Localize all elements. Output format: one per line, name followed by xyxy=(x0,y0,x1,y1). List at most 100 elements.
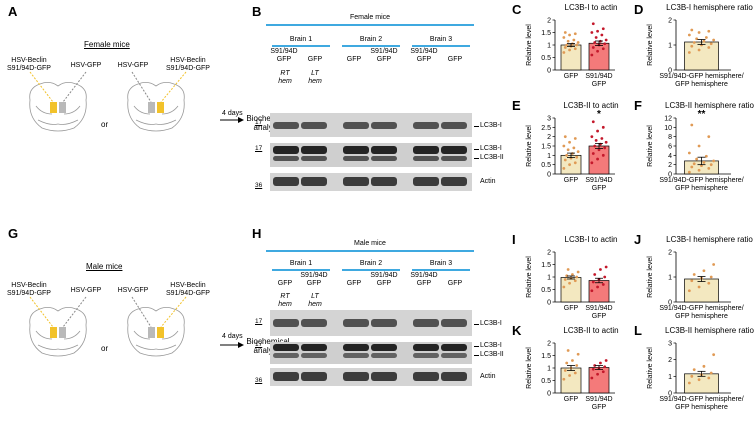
blot-band xyxy=(371,353,397,358)
data-point xyxy=(576,352,580,356)
striatum-left-icon xyxy=(50,102,57,113)
data-point xyxy=(591,280,595,284)
data-point xyxy=(604,359,608,362)
y-tick-label: 0.5 xyxy=(541,287,551,294)
blot-band xyxy=(441,319,467,327)
blot-b-brain3-lane1: S91/94D GFP xyxy=(410,48,438,63)
blot-h-brain2-rule xyxy=(342,269,400,271)
schematic-g-brain2-left-label: HSV-GFP xyxy=(117,287,149,294)
schematic-a-brain2-right-label: HSV-Beclin S91/94D-GFP xyxy=(166,57,210,72)
striatum-right-icon xyxy=(157,102,164,113)
axis-label-y: Relative level xyxy=(647,24,654,66)
y-tick-label: 0.5 xyxy=(541,55,551,62)
data-point xyxy=(568,48,571,52)
data-point xyxy=(692,273,696,276)
needle-left-icon xyxy=(131,296,152,328)
category-label: GFP xyxy=(564,396,579,403)
category-label: S91/94D-GFP hemisphere/ xyxy=(659,177,743,184)
blot-h-hem-lt: LT hem xyxy=(308,293,322,308)
y-tick-label: 1.5 xyxy=(541,30,551,37)
chart-title: LC3B-II hemisphere ratio xyxy=(665,101,754,110)
blot-band xyxy=(441,177,467,186)
blot-b-hem-rt: RT hem xyxy=(278,70,292,85)
blot-band xyxy=(273,353,299,358)
data-point xyxy=(593,41,597,44)
blot-band xyxy=(273,344,299,351)
blot-band xyxy=(343,319,369,327)
data-point xyxy=(697,285,701,289)
blot-band xyxy=(343,344,369,351)
data-point xyxy=(593,273,597,276)
blot-b-band-lc3bi-2: LC3B-I xyxy=(480,145,502,152)
striatum-left-icon xyxy=(50,327,57,338)
data-point xyxy=(596,49,599,53)
axis-label-y: Relative level xyxy=(647,256,654,298)
blot-h-brain1-lane2: S91/94D GFP xyxy=(300,272,328,287)
blot-h-band-actin: Actin xyxy=(480,373,496,380)
data-point xyxy=(596,372,599,376)
data-point xyxy=(568,33,571,37)
needle-left-icon xyxy=(29,71,54,103)
y-tick-label: 1.5 xyxy=(541,262,551,269)
blot-b-title-rule xyxy=(266,24,474,26)
chart-title: LC3B-II to actin xyxy=(563,326,618,335)
data-point xyxy=(576,270,580,274)
blot-h-mw-2: 17 xyxy=(255,341,263,348)
category-label: S91/94D xyxy=(585,177,612,184)
data-point xyxy=(593,144,597,148)
data-point xyxy=(601,283,605,286)
bar xyxy=(560,277,582,303)
blot-band xyxy=(413,319,439,327)
y-tick-label: 0.5 xyxy=(541,162,551,169)
blot-band xyxy=(413,122,439,129)
data-point xyxy=(563,158,567,162)
panel-letter-a: A xyxy=(8,4,18,19)
data-point xyxy=(573,137,577,140)
striatum-right-icon xyxy=(59,327,66,338)
category-label: GFP xyxy=(592,185,607,192)
y-tick-label: 1 xyxy=(668,374,672,381)
schematic-g-days: 4 days xyxy=(222,333,243,340)
data-point xyxy=(690,123,694,127)
schematic-a-brain1-right-label: HSV-GFP xyxy=(70,62,102,69)
axis-label-y: Relative level xyxy=(647,347,654,389)
y-tick-label: 0.5 xyxy=(541,378,551,385)
panel-letter-h: H xyxy=(252,226,262,241)
data-point xyxy=(704,154,708,158)
data-point xyxy=(601,370,605,374)
blot-b-mw-1: 17 xyxy=(255,119,263,126)
blot-band xyxy=(273,156,299,161)
striatum-right-icon xyxy=(59,102,66,113)
data-point xyxy=(702,39,706,43)
schematic-g-brain1-right-label: HSV-GFP xyxy=(70,287,102,294)
data-point xyxy=(707,281,711,285)
schematic-a-title: Female mice xyxy=(84,40,130,49)
chart-title: LC3B-I hemisphere ratio xyxy=(666,3,753,12)
y-tick-label: 2 xyxy=(547,18,551,25)
data-point xyxy=(596,29,599,33)
blot-b-brain2-rule xyxy=(342,45,400,47)
needle-right-icon xyxy=(62,71,87,103)
blot-b-mw-3: 36 xyxy=(255,182,263,189)
data-point xyxy=(702,269,706,273)
blot-band xyxy=(371,146,397,154)
needle-right-icon xyxy=(62,296,87,328)
data-point xyxy=(601,27,605,31)
y-tick-label: 8 xyxy=(668,134,672,141)
category-label: S91/94D xyxy=(585,73,612,80)
blot-band xyxy=(301,146,327,154)
data-point xyxy=(573,371,577,375)
data-point xyxy=(563,369,567,372)
blot-h-band-lc3bi-2: LC3B-I xyxy=(480,342,502,349)
data-point xyxy=(575,364,579,367)
y-tick-label: 1.5 xyxy=(541,353,551,360)
blot-h-brain2-lane2: S91/94D GFP xyxy=(370,272,398,287)
y-tick-label: 3 xyxy=(547,116,551,123)
y-tick-label: 2 xyxy=(547,341,551,348)
chart-title: LC3B-II hemisphere ratio xyxy=(665,326,754,335)
panel-letter-j: J xyxy=(634,232,642,247)
brain-coronal-icon xyxy=(127,82,185,132)
blot-band xyxy=(441,353,467,358)
blot-b-brain3-lane2: GFP xyxy=(447,56,463,63)
blot-band xyxy=(273,372,299,381)
